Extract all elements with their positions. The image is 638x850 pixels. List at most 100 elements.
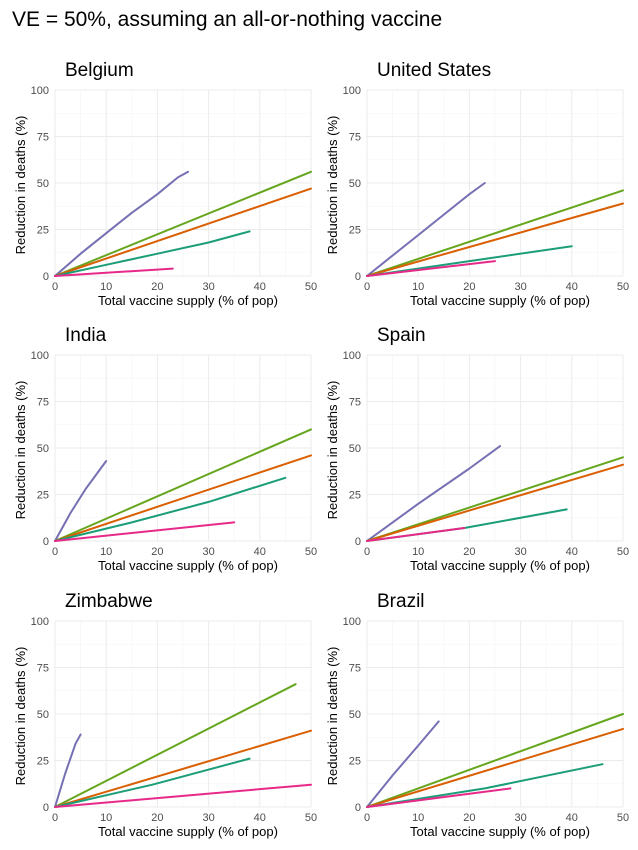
gridlines — [366, 89, 624, 277]
panel-title: Belgium — [65, 60, 134, 81]
x-tick-label: 50 — [617, 812, 629, 824]
y-tick-label: 100 — [31, 616, 49, 628]
series-lines — [366, 445, 624, 542]
chart-india: India 0 10 20 30 40 50 0 25 50 75 100 Total vaccine … — [13, 325, 317, 573]
y-tick-label: 75 — [37, 132, 49, 144]
y-tick-label: 50 — [37, 178, 49, 190]
y-axis-label: Reduction in deaths (%) — [13, 116, 28, 255]
y-tick-label: 75 — [349, 132, 361, 144]
y-tick-label: 0 — [355, 271, 361, 283]
series-line-purple — [366, 445, 502, 542]
y-tick-label: 25 — [37, 225, 49, 237]
x-tick-label: 20 — [151, 281, 163, 293]
x-tick-label: 20 — [151, 546, 163, 558]
gridlines — [366, 620, 624, 808]
panel-spain: Spain 0 10 20 30 40 50 0 25 50 75 100 Total vaccine … — [312, 317, 631, 583]
x-tick-label: 0 — [364, 281, 370, 293]
gridlines — [366, 354, 624, 542]
series-line-orange — [366, 727, 624, 808]
x-tick-label: 50 — [617, 546, 629, 558]
series-line-teal — [54, 757, 251, 808]
series-line-orange — [366, 463, 624, 542]
series-line-teal — [54, 476, 287, 542]
y-axis-label: Reduction in deaths (%) — [325, 116, 340, 255]
y-axis-label: Reduction in deaths (%) — [325, 647, 340, 786]
x-tick-label: 50 — [305, 546, 317, 558]
panel-india: India 0 10 20 30 40 50 0 25 50 75 100 Total vaccine … — [0, 317, 319, 583]
y-tick-label: 75 — [349, 663, 361, 675]
x-tick-label: 20 — [463, 546, 475, 558]
series-line-orange — [54, 454, 312, 542]
x-tick-label: 20 — [463, 281, 475, 293]
gridlines — [54, 354, 312, 542]
x-tick-label: 40 — [566, 281, 578, 293]
chart-spain: Spain 0 10 20 30 40 50 0 25 50 75 100 Total vaccine … — [325, 325, 629, 573]
gridlines — [54, 620, 312, 808]
series-line-teal — [54, 230, 251, 277]
chart-brazil: Brazil 0 10 20 30 40 50 0 25 50 75 100 Total vaccine… — [325, 591, 629, 839]
x-axis-label: Total vaccine supply (% of pop) — [410, 558, 590, 573]
y-tick-label: 100 — [31, 350, 49, 362]
series-line-pink — [366, 260, 496, 277]
series-line-pink — [54, 783, 312, 808]
x-tick-label: 10 — [412, 281, 424, 293]
x-tick-label: 50 — [305, 812, 317, 824]
x-tick-label: 30 — [514, 281, 526, 293]
figure-title: VE = 50%, assuming an all-or-nothing vac… — [12, 8, 443, 31]
y-tick-label: 0 — [43, 802, 49, 814]
x-tick-label: 30 — [514, 546, 526, 558]
y-axis-label: Reduction in deaths (%) — [13, 381, 28, 520]
series-line-orange — [366, 202, 624, 277]
series-lines — [54, 170, 312, 277]
y-tick-label: 50 — [37, 709, 49, 721]
x-tick-label: 0 — [364, 546, 370, 558]
y-tick-label: 100 — [31, 85, 49, 97]
y-tick-label: 100 — [343, 616, 361, 628]
series-line-pink — [54, 267, 174, 277]
x-axis-label: Total vaccine supply (% of pop) — [98, 558, 278, 573]
series-line-pink — [366, 787, 512, 808]
chart-united-states: United States 0 10 20 30 40 50 0 25 50 75 100 Total … — [325, 60, 629, 308]
y-tick-label: 0 — [43, 271, 49, 283]
x-tick-label: 30 — [202, 281, 214, 293]
series-line-purple — [366, 182, 486, 277]
gridlines — [54, 89, 312, 277]
x-tick-label: 50 — [617, 281, 629, 293]
series-lines — [54, 428, 312, 542]
panel-title: Spain — [377, 325, 426, 346]
x-tick-label: 10 — [412, 812, 424, 824]
x-tick-label: 0 — [52, 812, 58, 824]
x-tick-label: 10 — [412, 546, 424, 558]
x-tick-label: 10 — [100, 812, 112, 824]
y-tick-label: 100 — [343, 85, 361, 97]
x-tick-label: 40 — [254, 281, 266, 293]
panel-united-states: United States 0 10 20 30 40 50 0 25 50 75 100 Total … — [312, 52, 631, 318]
x-tick-label: 20 — [463, 812, 475, 824]
series-line-green — [366, 456, 624, 542]
series-line-green — [54, 428, 312, 542]
series-line-orange — [54, 729, 312, 808]
chart-belgium: Belgium 0 10 20 30 40 50 0 25 50 75 100 Total vaccin… — [13, 60, 317, 308]
panel-belgium: Belgium 0 10 20 30 40 50 0 25 50 75 100 Total vaccin… — [0, 52, 319, 318]
x-tick-label: 40 — [254, 812, 266, 824]
series-line-green — [54, 170, 312, 277]
x-tick-label: 0 — [364, 812, 370, 824]
y-axis-label: Reduction in deaths (%) — [325, 381, 340, 520]
panel-title: India — [65, 325, 107, 346]
series-lines — [366, 182, 624, 277]
x-axis-label: Total vaccine supply (% of pop) — [410, 293, 590, 308]
series-line-orange — [54, 187, 312, 277]
y-tick-label: 75 — [349, 397, 361, 409]
series-line-purple — [54, 170, 190, 277]
x-axis-label: Total vaccine supply (% of pop) — [98, 824, 278, 839]
series-lines — [54, 683, 312, 808]
y-tick-label: 50 — [37, 443, 49, 455]
y-tick-label: 0 — [355, 802, 361, 814]
y-tick-label: 25 — [37, 756, 49, 768]
y-tick-label: 0 — [43, 536, 49, 548]
y-axis-label: Reduction in deaths (%) — [13, 647, 28, 786]
series-lines — [366, 713, 624, 808]
x-tick-label: 30 — [514, 812, 526, 824]
panel-zimbabwe: Zimbabwe 0 10 20 30 40 50 0 25 50 75 100 Total vacci… — [0, 583, 319, 849]
series-line-purple — [54, 733, 82, 808]
